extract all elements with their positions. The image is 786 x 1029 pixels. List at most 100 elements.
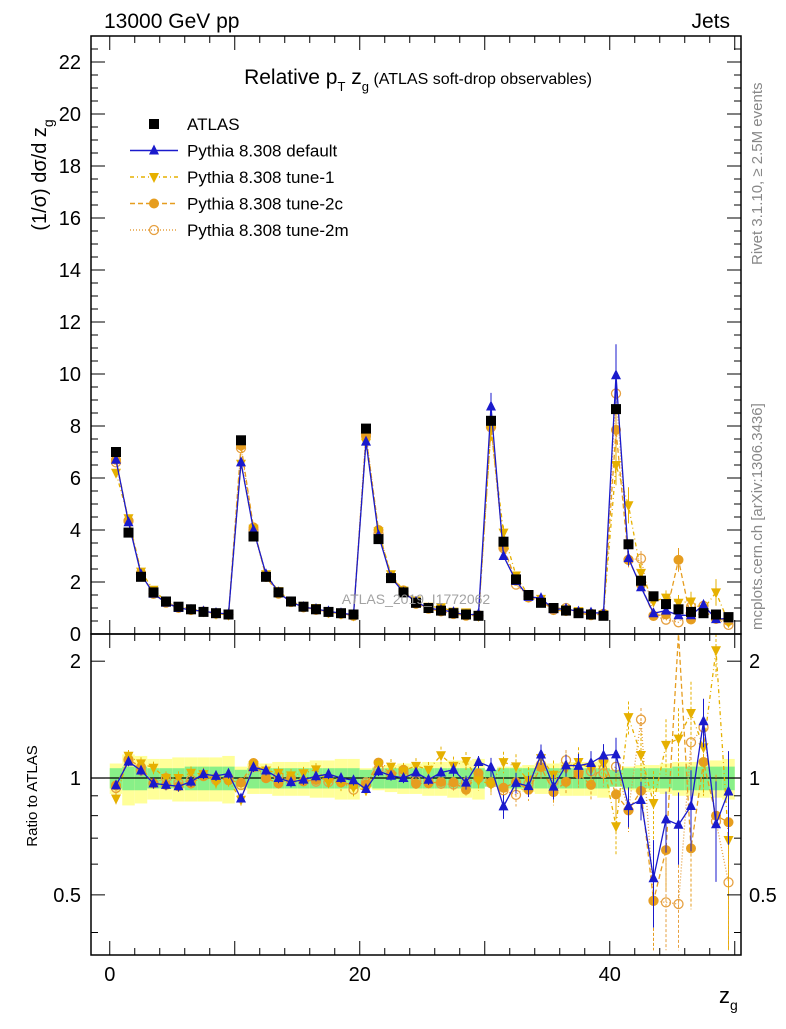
main-point-atlas xyxy=(661,599,671,610)
x-label-main: z xyxy=(719,983,730,1008)
main-y-tick-label: 8 xyxy=(70,416,81,438)
main-point-tune1 xyxy=(623,501,634,512)
ratio-point-default xyxy=(686,800,696,811)
main-point-atlas xyxy=(498,536,509,547)
ratio-y-tick-label: 2 xyxy=(70,651,81,673)
ratio-point-default xyxy=(386,769,396,780)
main-point-default xyxy=(498,550,509,560)
legend-marker-atlas xyxy=(149,119,159,129)
main-point-atlas xyxy=(586,609,596,620)
main-point-atlas xyxy=(248,531,259,542)
main-point-atlas xyxy=(523,590,534,600)
main-point-default xyxy=(611,369,621,380)
ratio-point-default xyxy=(311,770,321,781)
ratio-point-tune1 xyxy=(498,758,509,769)
y-label-main-sub: g xyxy=(40,119,56,127)
legend-marker-tune2c xyxy=(149,198,159,209)
main-point-atlas xyxy=(611,404,621,415)
ratio-point-default xyxy=(648,872,659,883)
main-point-atlas xyxy=(386,573,396,584)
main-point-atlas xyxy=(348,609,359,620)
main-point-atlas xyxy=(198,606,209,617)
ratio-point-default xyxy=(373,765,384,776)
main-y-tick-label: 12 xyxy=(59,312,81,334)
ratio-point-default xyxy=(486,761,496,772)
ratio-point-tune2c xyxy=(411,778,421,789)
ratio-point-tune1 xyxy=(636,751,646,762)
main-point-atlas xyxy=(111,447,121,457)
ratio-point-default xyxy=(473,755,484,766)
main-series-group xyxy=(110,344,734,631)
ratio-point-tune1 xyxy=(473,776,484,787)
main-point-default xyxy=(236,456,246,467)
ratio-point-default xyxy=(523,780,534,791)
main-point-atlas xyxy=(161,596,171,607)
main-point-atlas xyxy=(211,608,221,619)
main-point-atlas xyxy=(473,610,484,621)
ratio-point-tune1 xyxy=(623,713,634,724)
ratio-point-tune1 xyxy=(511,762,521,773)
x-label-sub: g xyxy=(730,997,738,1013)
title-main: Relative p xyxy=(244,66,337,89)
ratio-point-tune1 xyxy=(398,766,409,777)
ratio-point-default xyxy=(461,776,471,787)
ratio-point-tune2c xyxy=(561,776,571,787)
ratio-point-default xyxy=(161,778,171,789)
main-point-atlas xyxy=(461,609,471,620)
ratio-point-default xyxy=(148,777,159,788)
main-point-atlas xyxy=(136,571,146,582)
ratio-point-default xyxy=(111,779,121,790)
ratio-point-tune1 xyxy=(673,734,684,745)
legend-label-tune1: Pythia 8.308 tune-1 xyxy=(187,168,334,187)
main-y-tick-label: 16 xyxy=(59,208,81,230)
ratio-point-tune2c xyxy=(611,789,621,800)
main-y-tick-label: 0 xyxy=(70,624,81,646)
main-point-atlas xyxy=(486,415,496,426)
ratio-point-tune1 xyxy=(386,762,396,773)
main-point-atlas xyxy=(411,597,421,608)
main-point-default xyxy=(486,400,496,411)
main-point-atlas xyxy=(286,596,296,607)
ratio-point-tune1 xyxy=(323,778,334,789)
legend-marker-default xyxy=(149,144,159,155)
ratio-point-default xyxy=(336,772,346,783)
main-point-tune1 xyxy=(673,598,684,609)
main-y-tick-label: 10 xyxy=(59,364,81,386)
ratio-y-tick-label-right: 0.5 xyxy=(749,885,777,907)
main-point-atlas xyxy=(336,608,346,619)
main-point-atlas xyxy=(298,601,309,612)
y-label-main-text: (1/σ) dσ/d z xyxy=(29,127,51,231)
ratio-point-default xyxy=(511,776,521,787)
main-point-atlas xyxy=(686,606,696,617)
title-sub2: g xyxy=(362,79,369,94)
main-point-atlas xyxy=(648,591,659,602)
ratio-point-tune1 xyxy=(686,709,696,720)
ratio-point-default xyxy=(298,773,309,784)
x-axis-label: zg xyxy=(719,983,738,1013)
main-point-atlas xyxy=(361,423,371,434)
ratio-point-default xyxy=(698,715,709,726)
ratio-point-tune1 xyxy=(711,646,721,657)
ratio-point-tune2c xyxy=(436,776,446,787)
x-tick-label: 0 xyxy=(104,964,115,986)
rivet-label: Rivet 3.1.10, ≥ 2.5M events xyxy=(749,83,766,266)
ratio-point-default xyxy=(548,780,559,791)
ratio-point-tune1 xyxy=(186,768,196,779)
main-point-atlas xyxy=(236,435,246,446)
ratio-point-tune1 xyxy=(611,822,621,833)
ratio-point-default xyxy=(623,800,634,811)
ratio-point-tune2c xyxy=(261,773,271,784)
main-point-tune1 xyxy=(611,461,621,471)
main-point-atlas xyxy=(448,608,459,619)
main-point-atlas xyxy=(723,612,734,623)
ratio-point-default xyxy=(661,813,671,824)
ratio-point-tune1 xyxy=(211,778,221,789)
ratio-point-default xyxy=(636,793,646,804)
main-point-atlas xyxy=(261,571,271,582)
ratio-point-default xyxy=(348,774,359,785)
x-tick-label: 20 xyxy=(349,964,371,986)
main-point-tune2m xyxy=(635,553,647,564)
main-point-atlas xyxy=(148,587,159,598)
